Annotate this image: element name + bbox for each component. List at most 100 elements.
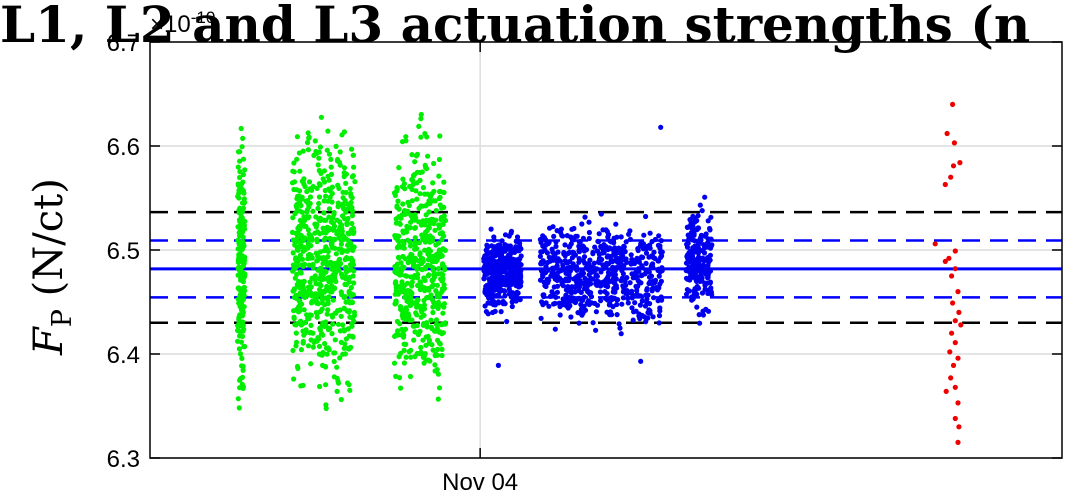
data-point bbox=[316, 336, 322, 342]
data-point bbox=[623, 256, 629, 262]
data-point bbox=[345, 230, 351, 236]
data-point bbox=[350, 230, 357, 236]
data-point bbox=[412, 159, 418, 165]
data-point bbox=[235, 327, 241, 334]
data-point bbox=[497, 242, 503, 248]
data-point bbox=[322, 341, 328, 347]
data-point bbox=[314, 257, 321, 263]
data-point bbox=[618, 262, 624, 268]
data-point bbox=[602, 289, 608, 295]
data-point bbox=[314, 239, 320, 245]
data-point bbox=[306, 179, 313, 185]
data-point bbox=[695, 247, 702, 253]
data-point bbox=[301, 222, 307, 228]
data-point bbox=[437, 329, 443, 335]
data-point bbox=[309, 255, 315, 261]
data-point bbox=[592, 244, 598, 250]
data-point bbox=[641, 314, 648, 320]
data-point bbox=[684, 287, 691, 293]
data-point bbox=[590, 320, 596, 326]
data-point bbox=[333, 310, 339, 316]
data-point bbox=[407, 373, 414, 380]
data-point bbox=[401, 264, 407, 271]
data-point bbox=[517, 297, 523, 303]
data-point bbox=[628, 252, 634, 258]
data-point bbox=[324, 351, 330, 357]
data-point bbox=[315, 162, 321, 168]
data-point bbox=[297, 242, 304, 248]
data-point bbox=[330, 215, 336, 221]
data-point bbox=[321, 198, 327, 204]
data-point bbox=[346, 288, 352, 295]
data-point bbox=[291, 186, 297, 193]
data-point bbox=[328, 171, 335, 177]
data-point bbox=[696, 312, 702, 318]
data-point bbox=[952, 340, 958, 346]
data-point bbox=[708, 289, 715, 295]
data-point bbox=[627, 280, 633, 286]
data-point bbox=[437, 194, 443, 200]
data-point bbox=[293, 322, 299, 328]
data-point bbox=[619, 257, 625, 263]
data-point bbox=[688, 222, 694, 228]
data-point bbox=[572, 284, 578, 290]
data-point bbox=[325, 307, 331, 313]
data-point bbox=[643, 267, 649, 273]
data-point bbox=[343, 180, 349, 186]
data-point bbox=[241, 222, 247, 229]
data-point bbox=[410, 260, 417, 266]
data-point bbox=[332, 261, 339, 267]
data-point bbox=[241, 284, 247, 290]
data-point bbox=[315, 301, 321, 307]
data-point bbox=[646, 307, 652, 313]
data-point bbox=[578, 301, 584, 308]
data-point bbox=[481, 275, 487, 281]
data-point bbox=[308, 361, 314, 367]
data-point bbox=[419, 284, 425, 290]
data-point bbox=[407, 184, 413, 190]
data-point bbox=[635, 247, 641, 254]
data-point bbox=[394, 188, 400, 194]
data-point bbox=[955, 355, 961, 361]
data-point bbox=[331, 226, 337, 232]
data-point bbox=[348, 285, 354, 291]
data-point bbox=[307, 279, 313, 285]
data-point bbox=[341, 170, 347, 176]
data-point bbox=[299, 301, 305, 307]
data-point bbox=[544, 239, 550, 245]
data-point bbox=[490, 271, 496, 277]
data-point bbox=[692, 238, 698, 244]
data-point bbox=[240, 172, 246, 178]
data-point bbox=[414, 266, 420, 272]
data-point bbox=[650, 261, 656, 267]
data-point bbox=[606, 302, 613, 308]
data-point bbox=[305, 343, 312, 349]
data-point bbox=[312, 276, 318, 283]
data-point bbox=[404, 210, 410, 216]
data-point bbox=[538, 249, 544, 255]
data-point bbox=[501, 260, 507, 266]
data-point bbox=[502, 268, 508, 275]
data-point bbox=[350, 273, 356, 279]
data-point bbox=[291, 169, 297, 175]
data-point bbox=[435, 371, 441, 377]
data-point bbox=[394, 245, 400, 251]
data-point bbox=[484, 286, 490, 293]
data-point bbox=[637, 302, 644, 308]
data-point bbox=[622, 249, 628, 255]
data-point bbox=[347, 387, 353, 393]
data-point bbox=[241, 190, 247, 196]
data-point bbox=[553, 239, 559, 245]
data-point bbox=[551, 284, 557, 290]
data-point bbox=[292, 211, 298, 217]
data-point bbox=[492, 266, 498, 272]
data-point bbox=[542, 283, 548, 289]
data-point bbox=[606, 232, 612, 238]
data-point bbox=[430, 282, 436, 288]
data-point bbox=[396, 266, 402, 272]
data-point bbox=[421, 306, 428, 312]
data-point bbox=[293, 330, 299, 336]
data-point bbox=[579, 245, 585, 251]
data-point bbox=[577, 273, 583, 279]
data-point bbox=[343, 282, 349, 288]
